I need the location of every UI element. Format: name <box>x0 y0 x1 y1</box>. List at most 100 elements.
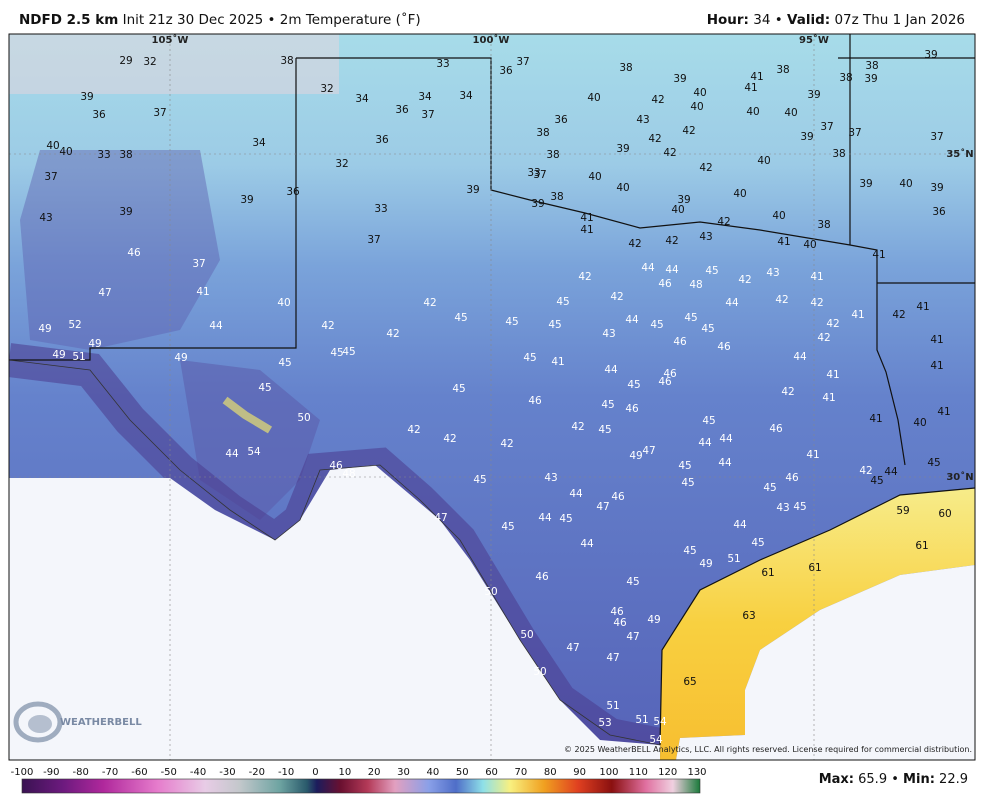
temperature-label: 43 <box>602 328 615 340</box>
longitude-label: 100˚W <box>473 34 510 46</box>
longitude-label: 95˚W <box>799 34 829 46</box>
header-right: Hour: 34 • Valid: 07z Thu 1 Jan 2026 <box>707 12 965 28</box>
separator: • <box>774 12 783 28</box>
temperature-label: 45 <box>681 477 694 489</box>
colorbar-tick-label: -90 <box>43 767 59 778</box>
temperature-label: 45 <box>870 475 883 487</box>
temperature-label: 45 <box>751 537 764 549</box>
temperature-label: 42 <box>628 238 641 250</box>
temperature-label: 45 <box>278 357 291 369</box>
temperature-label: 45 <box>598 424 611 436</box>
temperature-label: 54 <box>247 446 261 458</box>
temperature-label: 41 <box>580 212 593 224</box>
valid-label: Valid: <box>787 12 831 28</box>
temperature-label: 41 <box>744 82 757 94</box>
colorbar-tick-label: 100 <box>599 767 618 778</box>
temperature-label: 42 <box>859 465 872 477</box>
temperature-label: 44 <box>793 351 807 363</box>
temperature-label: 51 <box>606 700 619 712</box>
temperature-label: 36 <box>92 109 106 121</box>
map-background <box>9 34 975 760</box>
temperature-label: 41 <box>851 309 864 321</box>
temperature-label: 42 <box>651 94 664 106</box>
colorbar-tick-label: -20 <box>249 767 265 778</box>
temperature-label: 46 <box>535 571 549 583</box>
temperature-label: 49 <box>52 349 65 361</box>
temperature-label: 44 <box>604 364 618 376</box>
longitude-label: 105˚W <box>152 34 189 46</box>
temperature-label: 37 <box>533 169 546 181</box>
temperature-label: 39 <box>807 89 820 101</box>
temperature-label: 46 <box>611 491 625 503</box>
temperature-label: 40 <box>59 146 72 158</box>
temperature-label: 47 <box>98 287 111 299</box>
temperature-label: 45 <box>559 513 572 525</box>
temperature-label: 41 <box>777 236 790 248</box>
temperature-label: 46 <box>658 278 672 290</box>
temperature-label: 44 <box>884 466 898 478</box>
temperature-label: 45 <box>601 399 614 411</box>
temperature-label: 51 <box>727 553 740 565</box>
colorbar-tick-label: -80 <box>73 767 89 778</box>
temperature-label: 46 <box>610 606 624 618</box>
hour-label: Hour: <box>706 12 749 28</box>
temperature-label: 42 <box>810 297 823 309</box>
latitude-label: 35˚N <box>946 148 973 160</box>
colorbar-tick-label: 30 <box>397 767 410 778</box>
temperature-label: 42 <box>386 328 399 340</box>
temperature-label: 37 <box>820 121 833 133</box>
logo: WEATHERBELL <box>13 701 142 743</box>
temperature-label: 40 <box>46 140 59 152</box>
temperature-label: 46 <box>717 341 731 353</box>
colorbar-tick-label: 40 <box>427 767 440 778</box>
temperature-label: 43 <box>39 212 52 224</box>
temperature-label: 40 <box>746 106 759 118</box>
temperature-label: 51 <box>72 351 85 363</box>
temperature-label: 40 <box>671 204 684 216</box>
temperature-label: 37 <box>153 107 166 119</box>
temperature-label: 43 <box>776 502 789 514</box>
temperature-label: 45 <box>505 316 518 328</box>
temperature-label: 39 <box>677 194 690 206</box>
colorbar-tick-label: 70 <box>515 767 528 778</box>
temperature-label: 45 <box>650 319 663 331</box>
temperature-label: 37 <box>421 109 434 121</box>
temperature-label: 49 <box>647 614 660 626</box>
temperature-label: 45 <box>705 265 718 277</box>
temperature-label: 40 <box>913 417 926 429</box>
temperature-label: 42 <box>826 318 839 330</box>
temperature-label: 34 <box>459 90 473 102</box>
temperature-label: 61 <box>761 567 774 579</box>
temperature-label: 46 <box>329 460 343 472</box>
temperature-label: 40 <box>757 155 770 167</box>
valid: 07z Thu 1 Jan 2026 <box>834 12 965 28</box>
temperature-label: 39 <box>864 73 877 85</box>
temperature-label: 38 <box>776 64 789 76</box>
temperature-label: 44 <box>641 262 655 274</box>
temperature-label: 42 <box>321 320 334 332</box>
temperature-label: 41 <box>826 369 839 381</box>
temperature-label: 42 <box>500 438 513 450</box>
min-label: Min: <box>903 772 935 787</box>
temperature-label: 50 <box>484 586 497 598</box>
colorbar-tick-label: -30 <box>219 767 235 778</box>
temperature-label: 39 <box>531 198 544 210</box>
temperature-label: 44 <box>698 437 712 449</box>
temperature-label: 46 <box>658 376 672 388</box>
temperature-label: 36 <box>395 104 409 116</box>
colorbar <box>21 778 701 794</box>
temperature-label: 44 <box>580 538 594 550</box>
temperature-label: 39 <box>930 182 943 194</box>
temperature-label: 38 <box>817 219 830 231</box>
temperature-label: 41 <box>806 449 819 461</box>
temperature-label: 47 <box>596 501 609 513</box>
temperature-label: 32 <box>320 83 333 95</box>
temperature-label: 40 <box>803 239 816 251</box>
temperature-label: 45 <box>454 312 467 324</box>
colorbar-tick-label: 10 <box>338 767 351 778</box>
logo-text: WEATHERBELL <box>60 717 142 728</box>
temperature-label: 42 <box>578 271 591 283</box>
max: 65.9 <box>858 772 888 787</box>
temperature-label: 41 <box>916 301 929 313</box>
